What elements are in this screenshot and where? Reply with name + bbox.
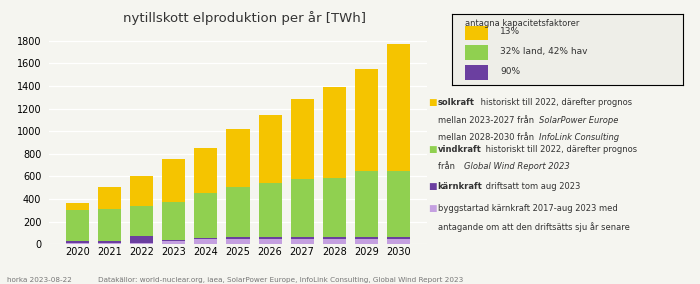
Bar: [466, 26, 489, 40]
Bar: [66, 203, 90, 210]
Text: SolarPower Europe: SolarPower Europe: [539, 116, 618, 125]
Text: solkraft: solkraft: [438, 98, 475, 107]
Bar: [355, 171, 378, 237]
Text: antagna kapacitetsfaktorer: antagna kapacitetsfaktorer: [466, 19, 580, 28]
Bar: [130, 243, 153, 244]
Bar: [227, 239, 249, 244]
Bar: [323, 239, 346, 244]
Text: historiskt till 2022, därefter prognos: historiskt till 2022, därefter prognos: [483, 145, 637, 154]
Text: kärnkraft: kärnkraft: [438, 182, 482, 191]
Bar: [195, 148, 218, 193]
Text: byggstartad kärnkraft 2017-aug 2023 med: byggstartad kärnkraft 2017-aug 2023 med: [438, 204, 617, 214]
Bar: [98, 241, 121, 243]
Bar: [323, 178, 346, 237]
Bar: [227, 237, 249, 239]
Bar: [258, 237, 281, 239]
Bar: [195, 238, 218, 239]
Bar: [386, 237, 410, 239]
Bar: [66, 210, 90, 241]
Text: 90%: 90%: [500, 67, 520, 76]
Bar: [466, 45, 489, 60]
Bar: [258, 239, 281, 244]
Bar: [466, 65, 489, 80]
Bar: [290, 239, 314, 244]
Bar: [386, 44, 410, 171]
Bar: [290, 179, 314, 237]
Text: mellan 2028-2030 från: mellan 2028-2030 från: [438, 133, 536, 142]
Bar: [130, 176, 153, 206]
Text: ■: ■: [428, 98, 437, 107]
Bar: [98, 243, 121, 244]
Text: mellan 2023-2027 från: mellan 2023-2027 från: [438, 116, 536, 125]
Bar: [162, 160, 186, 202]
Bar: [386, 171, 410, 237]
Bar: [130, 206, 153, 236]
Bar: [386, 239, 410, 244]
Text: ■: ■: [428, 204, 437, 214]
Bar: [355, 239, 378, 244]
Bar: [227, 129, 249, 187]
Bar: [66, 243, 90, 244]
Bar: [355, 237, 378, 239]
Bar: [130, 236, 153, 243]
Text: 13%: 13%: [500, 27, 520, 36]
Text: vindkraft: vindkraft: [438, 145, 482, 154]
Text: InfoLink Consulting: InfoLink Consulting: [539, 133, 619, 142]
Bar: [162, 202, 186, 240]
Bar: [66, 241, 90, 243]
Text: historiskt till 2022, därefter prognos: historiskt till 2022, därefter prognos: [478, 98, 632, 107]
Bar: [162, 240, 186, 241]
Bar: [355, 68, 378, 171]
Bar: [195, 239, 218, 244]
Bar: [258, 115, 281, 183]
Text: från: från: [438, 162, 457, 172]
Text: driftsatt tom aug 2023: driftsatt tom aug 2023: [483, 182, 580, 191]
Bar: [290, 99, 314, 179]
Text: 32% land, 42% hav: 32% land, 42% hav: [500, 47, 587, 56]
Bar: [162, 241, 186, 244]
Bar: [323, 237, 346, 239]
Text: horka 2023-08-22: horka 2023-08-22: [7, 277, 72, 283]
Text: ■: ■: [428, 145, 437, 154]
Text: Global Wind Report 2023: Global Wind Report 2023: [464, 162, 570, 172]
Text: ■: ■: [428, 182, 437, 191]
Bar: [323, 87, 346, 178]
Bar: [227, 187, 249, 237]
Bar: [98, 209, 121, 241]
Bar: [195, 193, 218, 238]
Bar: [98, 187, 121, 209]
Text: antagande om att den driftsätts sju år senare: antagande om att den driftsätts sju år s…: [438, 222, 629, 232]
Bar: [290, 237, 314, 239]
Text: nytillskott elproduktion per år [TWh]: nytillskott elproduktion per år [TWh]: [123, 11, 367, 25]
Bar: [258, 183, 281, 237]
Text: Datakällor: world-nuclear.org, iaea, SolarPower Europe, InfoLink Consulting, Glo: Datakällor: world-nuclear.org, iaea, Sol…: [98, 277, 463, 283]
